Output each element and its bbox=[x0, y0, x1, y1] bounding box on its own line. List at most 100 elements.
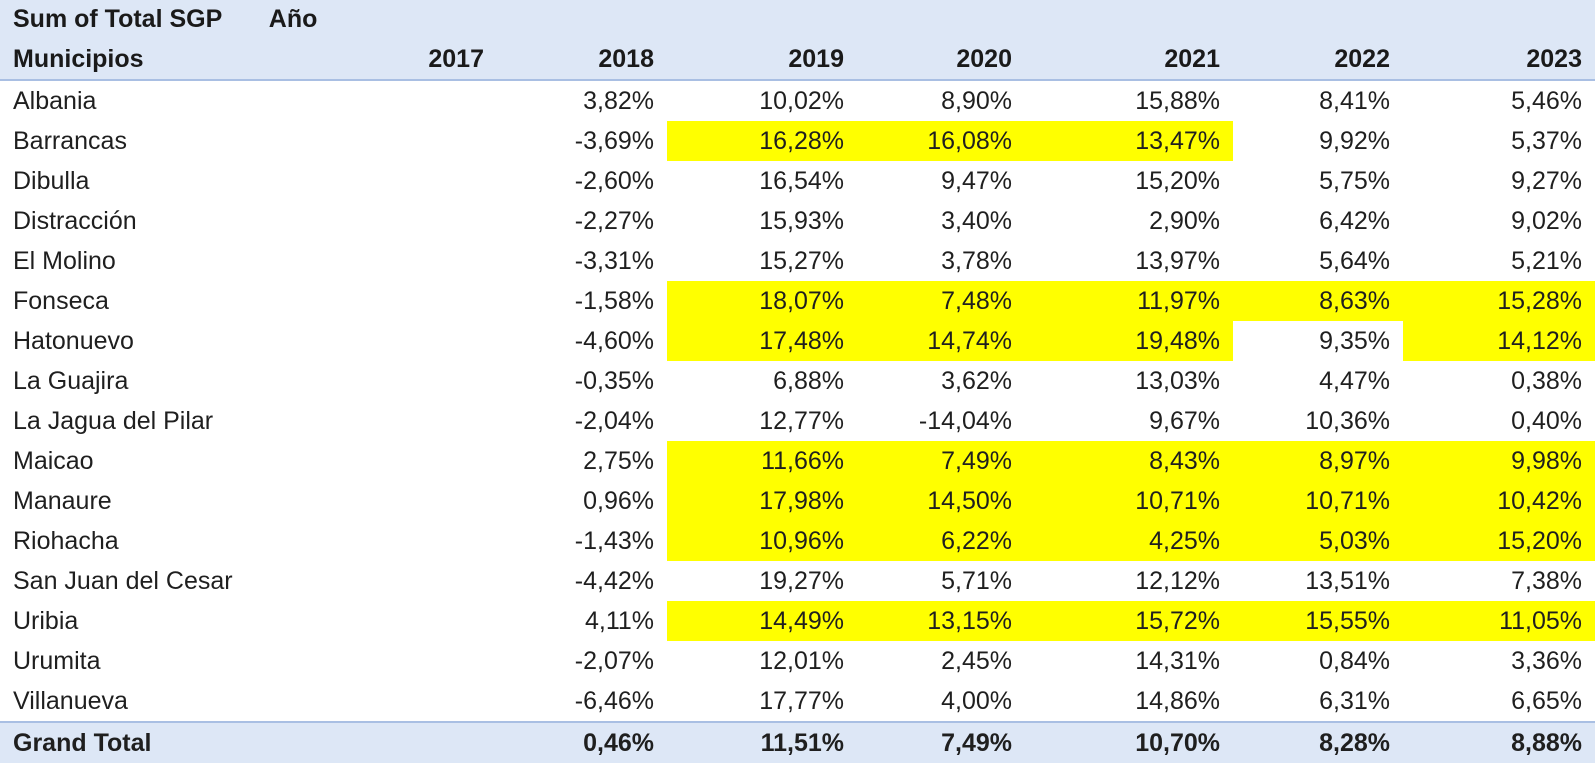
municipio-name-cell[interactable]: Maicao bbox=[13, 446, 94, 475]
value-cell[interactable]: 3,62% bbox=[941, 366, 1012, 395]
year-header[interactable]: 2022 bbox=[1233, 39, 1403, 82]
grand-total-label[interactable]: Grand Total bbox=[0, 721, 355, 763]
year-header[interactable]: 2018 bbox=[497, 39, 667, 82]
value-cell[interactable]: 11,66% bbox=[667, 441, 857, 482]
value-cell[interactable] bbox=[355, 641, 497, 681]
value-cell[interactable]: 7,49% bbox=[857, 441, 1025, 482]
municipio-name-cell[interactable]: Fonseca bbox=[13, 286, 109, 315]
value-cell[interactable] bbox=[355, 161, 497, 201]
value-cell[interactable] bbox=[355, 601, 497, 641]
value-cell[interactable]: 16,28% bbox=[667, 121, 857, 162]
value-cell[interactable]: 12,01% bbox=[759, 646, 844, 675]
value-cell[interactable]: 9,27% bbox=[1511, 166, 1582, 195]
value-cell[interactable]: 9,02% bbox=[1511, 206, 1582, 235]
value-cell[interactable]: 11,97% bbox=[1025, 281, 1233, 322]
value-cell[interactable]: -4,42% bbox=[574, 566, 654, 595]
year-header[interactable]: 2017 bbox=[355, 39, 497, 82]
value-cell[interactable]: 5,21% bbox=[1511, 246, 1582, 275]
value-cell[interactable]: 12,12% bbox=[1135, 566, 1220, 595]
value-cell[interactable]: 13,03% bbox=[1135, 366, 1220, 395]
value-cell[interactable]: -2,27% bbox=[574, 206, 654, 235]
value-cell[interactable] bbox=[355, 561, 497, 601]
municipio-name-cell[interactable]: Riohacha bbox=[13, 526, 119, 555]
value-cell[interactable]: -14,04% bbox=[918, 406, 1012, 435]
value-cell[interactable]: 3,78% bbox=[941, 246, 1012, 275]
municipio-name-cell[interactable]: El Molino bbox=[13, 246, 116, 275]
value-cell[interactable]: 3,40% bbox=[941, 206, 1012, 235]
measure-header-cell[interactable]: Sum of Total SGP Año bbox=[0, 0, 355, 40]
value-cell[interactable]: 8,41% bbox=[1319, 86, 1390, 115]
value-cell[interactable]: 2,75% bbox=[583, 446, 654, 475]
value-cell[interactable]: 0,84% bbox=[1319, 646, 1390, 675]
value-cell[interactable]: 14,31% bbox=[1135, 646, 1220, 675]
value-cell[interactable]: 15,20% bbox=[1403, 521, 1595, 562]
value-cell[interactable]: 14,49% bbox=[667, 601, 857, 642]
value-cell[interactable]: 8,43% bbox=[1025, 441, 1233, 482]
value-cell[interactable] bbox=[355, 401, 497, 441]
value-cell[interactable]: 5,46% bbox=[1511, 86, 1582, 115]
value-cell[interactable] bbox=[355, 441, 497, 481]
value-cell[interactable]: 5,03% bbox=[1233, 521, 1403, 562]
value-cell[interactable]: 10,42% bbox=[1403, 481, 1595, 522]
value-cell[interactable]: 14,74% bbox=[857, 321, 1025, 362]
municipio-name-cell[interactable]: Albania bbox=[13, 86, 97, 115]
value-cell[interactable]: 8,63% bbox=[1233, 281, 1403, 322]
value-cell[interactable] bbox=[355, 241, 497, 281]
value-cell[interactable]: 5,75% bbox=[1319, 166, 1390, 195]
value-cell[interactable]: 4,47% bbox=[1319, 366, 1390, 395]
value-cell[interactable]: 19,48% bbox=[1025, 321, 1233, 362]
value-cell[interactable]: 10,36% bbox=[1305, 406, 1390, 435]
value-cell[interactable]: 15,27% bbox=[759, 246, 844, 275]
value-cell[interactable]: 9,67% bbox=[1149, 406, 1220, 435]
value-cell[interactable]: 12,77% bbox=[759, 406, 844, 435]
value-cell[interactable]: 16,08% bbox=[857, 121, 1025, 162]
municipio-name-cell[interactable]: Hatonuevo bbox=[13, 326, 134, 355]
value-cell[interactable]: -1,58% bbox=[574, 286, 654, 315]
value-cell[interactable]: 7,38% bbox=[1511, 566, 1582, 595]
municipio-name-cell[interactable]: Uribia bbox=[13, 606, 79, 635]
value-cell[interactable]: -6,46% bbox=[574, 686, 654, 715]
value-cell[interactable]: 7,48% bbox=[857, 281, 1025, 322]
grand-total-cell[interactable]: 10,70% bbox=[1025, 721, 1233, 763]
value-cell[interactable]: 15,93% bbox=[759, 206, 844, 235]
municipio-name-cell[interactable]: La Guajira bbox=[13, 366, 129, 395]
value-cell[interactable]: 5,71% bbox=[941, 566, 1012, 595]
value-cell[interactable]: 6,22% bbox=[857, 521, 1025, 562]
value-cell[interactable]: 15,55% bbox=[1233, 601, 1403, 642]
value-cell[interactable]: 9,35% bbox=[1319, 326, 1390, 355]
value-cell[interactable]: 17,48% bbox=[667, 321, 857, 362]
value-cell[interactable] bbox=[355, 481, 497, 521]
grand-total-cell[interactable] bbox=[355, 721, 497, 763]
value-cell[interactable]: -2,07% bbox=[574, 646, 654, 675]
year-header[interactable]: 2021 bbox=[1025, 39, 1233, 82]
value-cell[interactable]: 19,27% bbox=[759, 566, 844, 595]
value-cell[interactable]: 16,54% bbox=[759, 166, 844, 195]
grand-total-cell[interactable]: 8,88% bbox=[1403, 721, 1595, 763]
value-cell[interactable]: 9,92% bbox=[1319, 126, 1390, 155]
value-cell[interactable]: -1,43% bbox=[574, 526, 654, 555]
column-field-label[interactable]: Año bbox=[268, 5, 318, 34]
value-cell[interactable]: 11,05% bbox=[1403, 601, 1595, 642]
row-field-label[interactable]: Municipios bbox=[0, 39, 355, 82]
value-cell[interactable]: 6,31% bbox=[1319, 686, 1390, 715]
value-cell[interactable]: 10,02% bbox=[759, 86, 844, 115]
value-cell[interactable] bbox=[355, 521, 497, 561]
value-cell[interactable] bbox=[355, 681, 497, 722]
value-cell[interactable] bbox=[355, 321, 497, 361]
grand-total-cell[interactable]: 11,51% bbox=[667, 721, 857, 763]
value-cell[interactable]: 15,28% bbox=[1403, 281, 1595, 322]
value-cell[interactable] bbox=[355, 281, 497, 321]
value-cell[interactable]: 6,42% bbox=[1319, 206, 1390, 235]
municipio-name-cell[interactable]: Barrancas bbox=[13, 126, 127, 155]
value-cell[interactable]: 17,77% bbox=[759, 686, 844, 715]
year-header[interactable]: 2019 bbox=[667, 39, 857, 82]
value-cell[interactable]: 8,97% bbox=[1233, 441, 1403, 482]
value-cell[interactable]: 0,40% bbox=[1511, 406, 1582, 435]
value-cell[interactable]: 15,20% bbox=[1135, 166, 1220, 195]
value-cell[interactable]: 9,98% bbox=[1403, 441, 1595, 482]
value-cell[interactable]: 9,47% bbox=[941, 166, 1012, 195]
value-cell[interactable]: 8,90% bbox=[941, 86, 1012, 115]
value-cell[interactable]: 15,72% bbox=[1025, 601, 1233, 642]
value-cell[interactable]: 14,86% bbox=[1135, 686, 1220, 715]
grand-total-cell[interactable]: 7,49% bbox=[857, 721, 1025, 763]
